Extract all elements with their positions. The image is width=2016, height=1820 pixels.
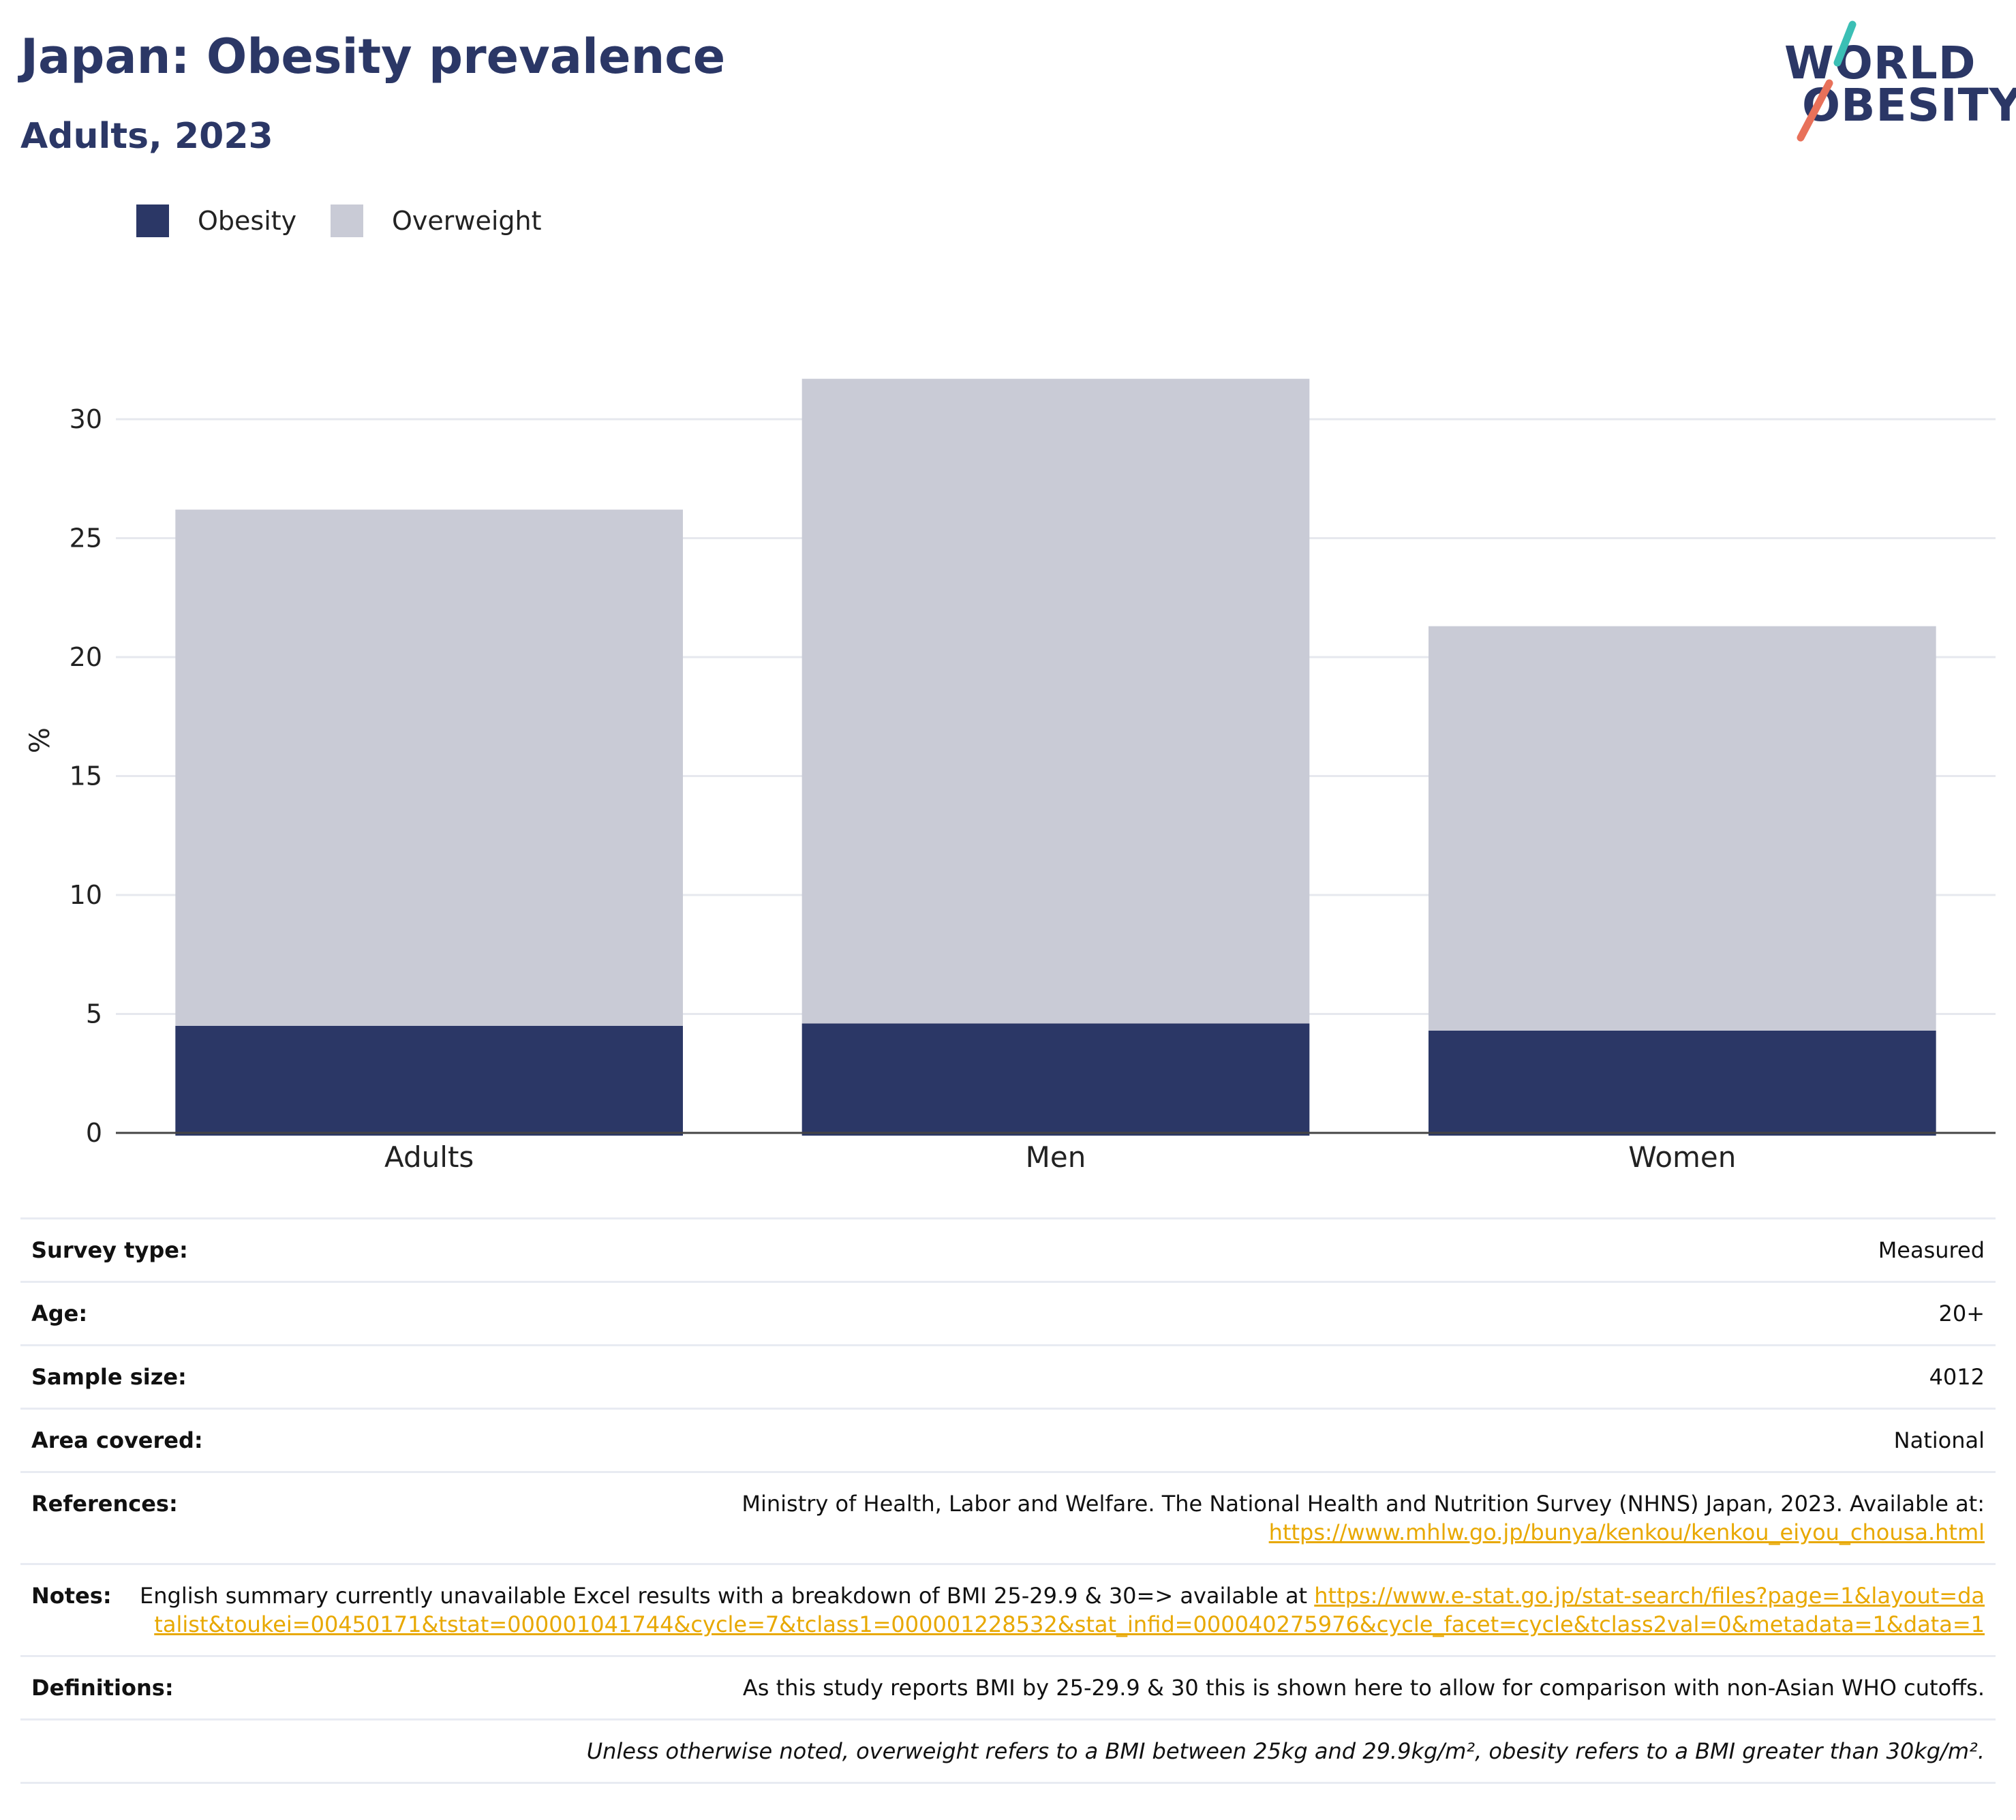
info-label: Sample size: bbox=[31, 1364, 187, 1390]
info-label: Age: bbox=[31, 1301, 88, 1326]
world-obesity-logo: WORLD OBESITY bbox=[1772, 20, 2016, 143]
bar-chart: 0 5 10 15 20 25 30% Adults Men Women bbox=[25, 378, 1996, 1174]
footnote-text: Unless otherwise noted, overweight refer… bbox=[586, 1738, 1985, 1764]
info-value: English summary currently unavailable Ex… bbox=[139, 1581, 1985, 1639]
info-row-age: Age: 20+ bbox=[20, 1281, 1996, 1344]
references-text: Ministry of Health, Labor and Welfare. T… bbox=[742, 1491, 1985, 1517]
y-axis-label: % bbox=[25, 727, 56, 753]
bar-obesity-adults bbox=[175, 1025, 683, 1136]
info-label: Area covered: bbox=[31, 1427, 203, 1453]
bar-overweight-adults bbox=[175, 509, 683, 1026]
logo-line-1: WORLD bbox=[1784, 37, 1976, 89]
info-label: References: bbox=[31, 1491, 178, 1517]
y-tick-label: 10 bbox=[70, 880, 102, 910]
survey-info-table: Survey type: Measured Age: 20+ Sample si… bbox=[20, 1217, 1996, 1784]
y-tick-label: 0 bbox=[86, 1118, 102, 1148]
y-tick-label: 20 bbox=[70, 642, 102, 672]
info-row-notes: Notes: English summary currently unavail… bbox=[20, 1563, 1996, 1655]
info-label: Notes: bbox=[31, 1583, 112, 1609]
bar-overweight-women bbox=[1429, 626, 1936, 1031]
info-row-footnote: Unless otherwise noted, overweight refer… bbox=[20, 1718, 1996, 1784]
y-tick-label: 30 bbox=[70, 404, 102, 434]
info-row-area: Area covered: National bbox=[20, 1408, 1996, 1471]
y-tick-label: 15 bbox=[70, 761, 102, 791]
bar-obesity-women bbox=[1429, 1030, 1936, 1136]
info-value: 4012 bbox=[1929, 1364, 1985, 1390]
info-value: 20+ bbox=[1938, 1301, 1985, 1326]
notes-link[interactable]: https://www.e-stat.go.jp/stat-search/fil… bbox=[154, 1583, 1985, 1637]
notes-text: English summary currently unavailable Ex… bbox=[140, 1583, 1308, 1609]
info-value: National bbox=[1893, 1427, 1985, 1453]
x-tick-label: Adults bbox=[384, 1140, 474, 1174]
y-tick-label: 25 bbox=[70, 524, 102, 553]
bar-obesity-men bbox=[801, 1023, 1310, 1136]
legend-label-overweight: Overweight bbox=[392, 206, 542, 236]
info-value: As this study reports BMI by 25-29.9 & 3… bbox=[742, 1675, 1985, 1701]
legend-label-obesity: Obesity bbox=[198, 206, 297, 236]
x-tick-label: Women bbox=[1628, 1140, 1736, 1174]
legend-swatch-overweight bbox=[331, 204, 363, 237]
info-row-survey-type: Survey type: Measured bbox=[20, 1217, 1996, 1281]
bar-overweight-men bbox=[801, 378, 1310, 1024]
logo-slash-icon bbox=[1797, 20, 1857, 142]
info-value: Ministry of Health, Labor and Welfare. T… bbox=[742, 1489, 1985, 1547]
info-row-references: References: Ministry of Health, Labor an… bbox=[20, 1471, 1996, 1563]
references-link[interactable]: https://www.mhlw.go.jp/bunya/kenkou/kenk… bbox=[1268, 1519, 1985, 1545]
info-value: Measured bbox=[1878, 1237, 1985, 1263]
page-subtitle: Adults, 2023 bbox=[20, 116, 273, 157]
info-row-sample-size: Sample size: 4012 bbox=[20, 1344, 1996, 1408]
legend-swatch-obesity bbox=[136, 204, 169, 237]
x-tick-label: Men bbox=[1026, 1140, 1086, 1174]
info-row-definitions: Definitions: As this study reports BMI b… bbox=[20, 1655, 1996, 1718]
logo-line-2: OBESITY bbox=[1802, 79, 2016, 132]
info-label: Definitions: bbox=[31, 1675, 174, 1701]
info-label: Survey type: bbox=[31, 1237, 188, 1263]
y-tick-label: 5 bbox=[86, 999, 102, 1029]
page-title: Japan: Obesity prevalence bbox=[20, 29, 726, 85]
